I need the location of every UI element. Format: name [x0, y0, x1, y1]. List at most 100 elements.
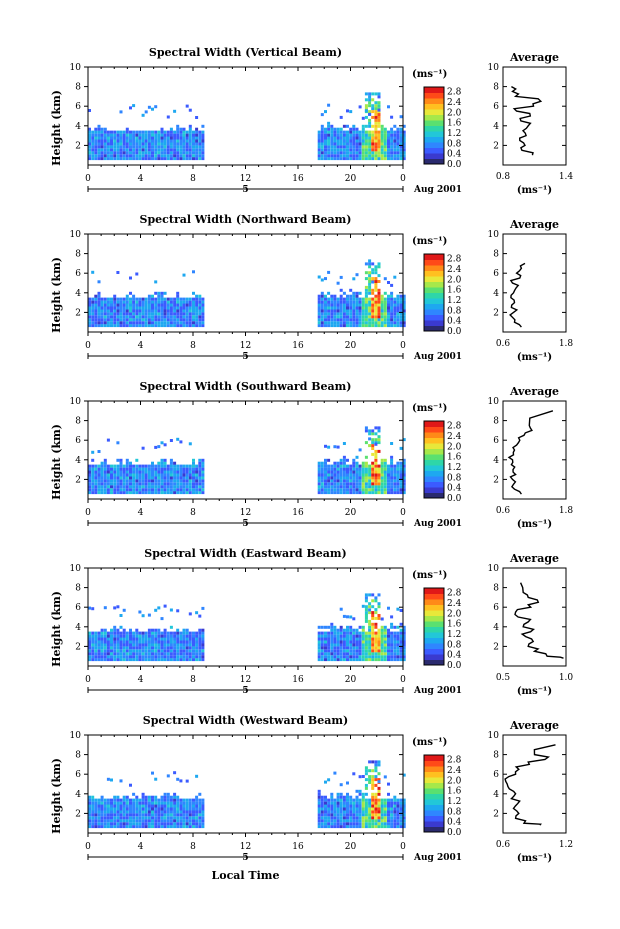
heatmap-cell: [132, 646, 136, 650]
heatmap-cell: [377, 792, 381, 796]
heatmap-cell: [324, 300, 327, 304]
heatmap-cell: [320, 643, 324, 647]
heatmap-cell: [141, 464, 145, 468]
heatmap-cell: [324, 816, 327, 820]
heatmap-cell: [383, 634, 387, 638]
heatmap-cell: [176, 825, 180, 829]
heatmap-cell: [387, 312, 390, 316]
heatmap-cell: [169, 825, 173, 829]
heatmap-cell: [346, 488, 349, 492]
heatmap-cell: [324, 634, 327, 638]
heatmap-cell: [144, 807, 148, 811]
heatmap-cell: [141, 819, 145, 823]
heatmap-cell: [163, 643, 167, 647]
heatmap-cell: [396, 133, 400, 137]
heatmap-cell: [166, 479, 170, 483]
heatmap-cell: [151, 470, 154, 474]
heatmap-cell: [97, 655, 101, 659]
heatmap-cell: [147, 321, 151, 325]
heatmap-cell: [195, 488, 199, 492]
colorbar-tick-label: 2.0: [447, 442, 462, 452]
heatmap-cell: [342, 470, 346, 474]
heatmap-cell: [188, 634, 192, 638]
heatmap-cell: [188, 810, 192, 814]
heatmap-cell: [179, 801, 183, 805]
heatmap-cell: [135, 312, 139, 316]
heatmap-cell: [182, 807, 186, 811]
heatmap-cell: [103, 127, 107, 131]
heatmap-cell: [119, 151, 123, 155]
heatmap-cell: [166, 467, 170, 471]
heatmap-cell: [176, 485, 180, 489]
heatmap-cell: [94, 151, 98, 155]
heatmap-cell: [317, 318, 321, 322]
heatmap-cell: [94, 646, 98, 650]
heatmap-cell: [103, 810, 107, 814]
heatmap-cell: [122, 608, 126, 612]
heatmap-cell: [317, 795, 321, 799]
heatmap-cell: [368, 816, 372, 820]
heatmap-cell: [333, 801, 337, 805]
heatmap-cell: [390, 318, 394, 322]
heatmap-cell: [91, 825, 95, 829]
heatmap-cell: [176, 801, 180, 805]
heatmap-cell: [163, 470, 167, 474]
heatmap-cell: [110, 798, 113, 802]
heatmap-cell: [91, 476, 95, 480]
heatmap-cell: [342, 303, 346, 307]
heatmap-cell: [91, 819, 95, 823]
heatmap-cell: [333, 771, 337, 775]
heatmap-cell: [119, 822, 123, 826]
heatmap-cell: [195, 470, 199, 474]
heatmap-cell: [349, 288, 353, 292]
heatmap-cell: [324, 151, 327, 155]
x-tick-label: 0: [85, 675, 91, 685]
heatmap-cell: [396, 476, 400, 480]
heatmap-cell: [198, 801, 202, 805]
heatmap-cell: [151, 321, 154, 325]
heatmap-cell: [179, 315, 183, 319]
heatmap-cell: [364, 643, 368, 647]
heatmap-cell: [110, 297, 113, 301]
heatmap-cell: [355, 485, 359, 489]
heatmap-cell: [336, 157, 340, 161]
heatmap-cell: [100, 133, 104, 137]
heatmap-cell: [330, 798, 334, 802]
heatmap-cell: [358, 491, 362, 495]
heatmap-cell: [198, 614, 202, 618]
heatmap-cell: [169, 476, 173, 480]
heatmap-cell: [100, 804, 104, 808]
heatmap-cell: [387, 136, 390, 140]
heatmap-cell: [157, 816, 161, 820]
colorbar-frame: [423, 253, 445, 332]
heatmap-cell: [157, 482, 161, 486]
heatmap-cell: [169, 479, 173, 483]
heatmap-cell: [355, 306, 359, 310]
heatmap-cell: [358, 470, 362, 474]
heatmap-cell: [154, 649, 158, 653]
heatmap-cell: [138, 488, 142, 492]
heatmap-cell: [198, 479, 202, 483]
heatmap-cell: [364, 142, 368, 146]
heatmap-cell: [192, 816, 195, 820]
heatmap-cell: [327, 822, 331, 826]
heatmap-cell: [173, 801, 177, 805]
heatmap-cell: [154, 646, 158, 650]
heatmap-cell: [399, 115, 403, 119]
heatmap-cell: [393, 157, 397, 161]
heatmap-cell: [144, 464, 148, 468]
heatmap-cell: [349, 825, 353, 829]
heatmap-cell: [361, 813, 365, 817]
heatmap-cell: [198, 145, 202, 149]
average-title: Average: [509, 719, 559, 732]
heatmap-cell: [374, 452, 378, 456]
heatmap-cell: [339, 783, 343, 787]
heatmap-cell: [113, 297, 117, 301]
heatmap-cell: [157, 643, 161, 647]
heatmap-cell: [135, 136, 139, 140]
heatmap-cell: [157, 139, 161, 143]
heatmap-cell: [358, 324, 362, 328]
heatmap-cell: [380, 807, 384, 811]
heatmap-cell: [349, 822, 353, 826]
heatmap-cell: [317, 485, 321, 489]
